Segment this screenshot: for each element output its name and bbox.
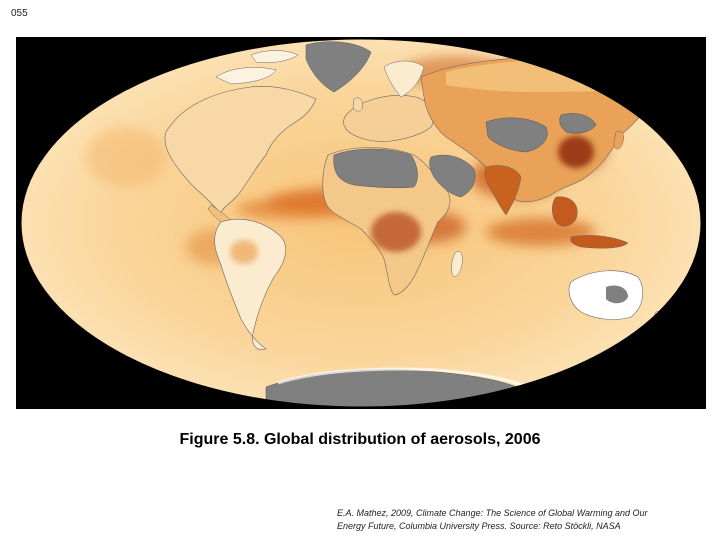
slide-number: 055: [11, 8, 28, 19]
east-china-hotspot: [558, 136, 594, 168]
australia: [568, 270, 644, 320]
arctic-islands: [215, 50, 299, 85]
source-credit: E.A. Mathez, 2009, Climate Change: The S…: [337, 507, 712, 533]
antarctic-fringe: [277, 367, 532, 391]
southeast-asia: [552, 196, 629, 249]
sahara: [333, 148, 418, 189]
credit-line-1: E.A. Mathez, 2009, Climate Change: The S…: [337, 508, 648, 518]
india: [484, 165, 522, 216]
scandinavia: [383, 60, 425, 98]
world-map-svg: [16, 37, 706, 409]
greenland: [305, 41, 372, 93]
central-asia-nodata: [485, 117, 548, 153]
credit-line-2: Energy Future, Columbia University Press…: [337, 521, 621, 531]
globe: [21, 39, 701, 407]
madagascar: [451, 251, 463, 277]
figure-caption: Figure 5.8. Global distribution of aeros…: [179, 431, 541, 448]
british-isles: [352, 97, 363, 112]
arabian-peninsula: [429, 154, 476, 198]
mongolia-nodata: [559, 113, 597, 134]
japan: [613, 131, 624, 150]
australia-interior-nodata: [606, 285, 628, 304]
north-america: [164, 86, 317, 214]
aerosol-map: [16, 37, 706, 409]
globe-outline: [20, 38, 702, 408]
